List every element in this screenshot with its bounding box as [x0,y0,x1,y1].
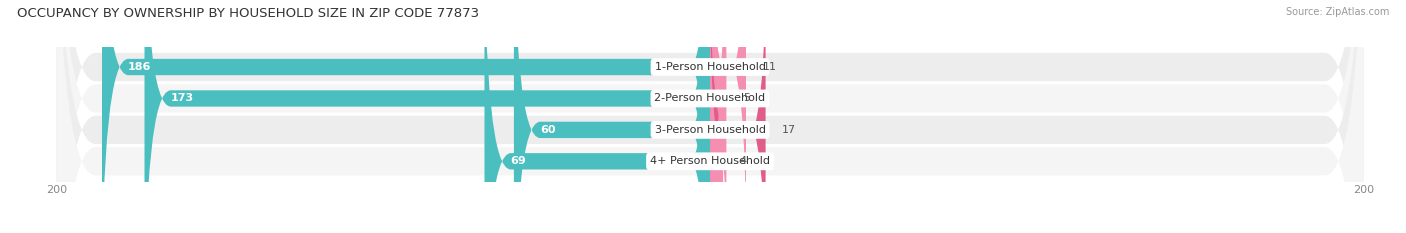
FancyBboxPatch shape [56,0,1364,233]
FancyBboxPatch shape [145,0,710,233]
Text: 3-Person Household: 3-Person Household [655,125,765,135]
Text: 17: 17 [782,125,796,135]
Text: Source: ZipAtlas.com: Source: ZipAtlas.com [1285,7,1389,17]
FancyBboxPatch shape [56,0,1364,233]
Text: 11: 11 [762,62,776,72]
Legend: Owner-occupied, Renter-occupied: Owner-occupied, Renter-occupied [588,231,832,233]
Text: 2-Person Household: 2-Person Household [654,93,766,103]
FancyBboxPatch shape [515,0,710,233]
Text: OCCUPANCY BY OWNERSHIP BY HOUSEHOLD SIZE IN ZIP CODE 77873: OCCUPANCY BY OWNERSHIP BY HOUSEHOLD SIZE… [17,7,479,20]
Text: 60: 60 [540,125,555,135]
FancyBboxPatch shape [56,0,1364,233]
FancyBboxPatch shape [707,0,730,233]
Text: 173: 173 [170,93,194,103]
Text: 5: 5 [742,93,749,103]
Text: 4: 4 [740,156,747,166]
FancyBboxPatch shape [703,0,730,233]
Text: 69: 69 [510,156,526,166]
FancyBboxPatch shape [56,0,1364,233]
FancyBboxPatch shape [710,0,747,233]
FancyBboxPatch shape [710,0,766,233]
FancyBboxPatch shape [103,0,710,233]
Text: 1-Person Household: 1-Person Household [655,62,765,72]
Text: 4+ Person Household: 4+ Person Household [650,156,770,166]
Text: 186: 186 [128,62,152,72]
FancyBboxPatch shape [485,0,710,233]
